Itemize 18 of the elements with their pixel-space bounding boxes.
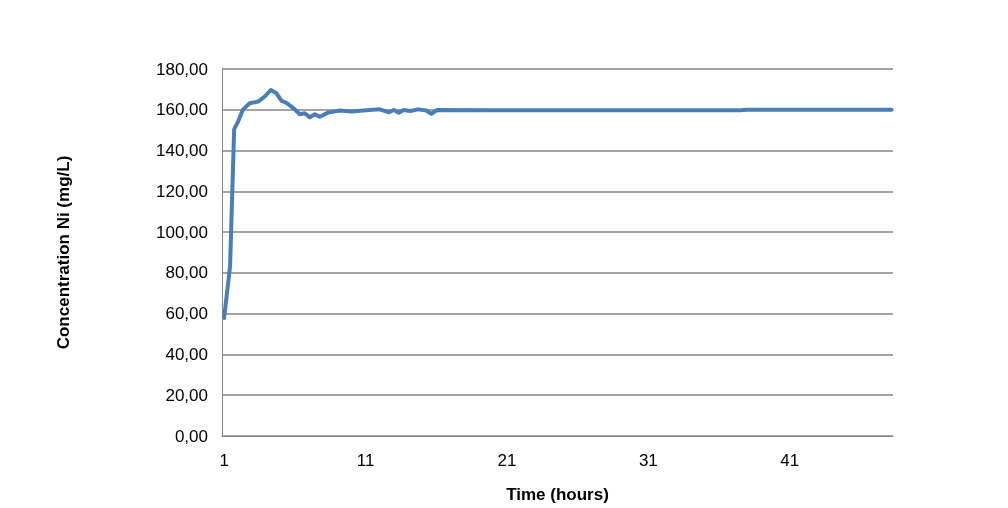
y-tick-label: 0,00 [174, 426, 208, 446]
y-tick-label: 60,00 [165, 304, 208, 324]
y-tick-label: 120,00 [156, 181, 208, 201]
y-tick-label: 40,00 [165, 344, 208, 364]
y-tick-label: 80,00 [165, 263, 208, 283]
y-tick-label: 180,00 [156, 59, 208, 79]
x-tick-label: 41 [780, 451, 800, 470]
y-tick-label: 160,00 [156, 100, 208, 120]
x-tick-label: 1 [219, 451, 229, 470]
y-tick-label: 20,00 [165, 385, 208, 405]
y-tick-label: 100,00 [156, 222, 208, 242]
line-series [222, 88, 894, 320]
x-axis-title: Time (hours) [506, 485, 609, 504]
x-tick-label: 11 [356, 451, 375, 470]
x-tick-label: 21 [497, 451, 517, 470]
x-tick-label: 31 [638, 451, 658, 470]
y-tick-label: 140,00 [156, 141, 208, 161]
y-axis-title: Concentration Ni (mg/L) [54, 155, 73, 350]
